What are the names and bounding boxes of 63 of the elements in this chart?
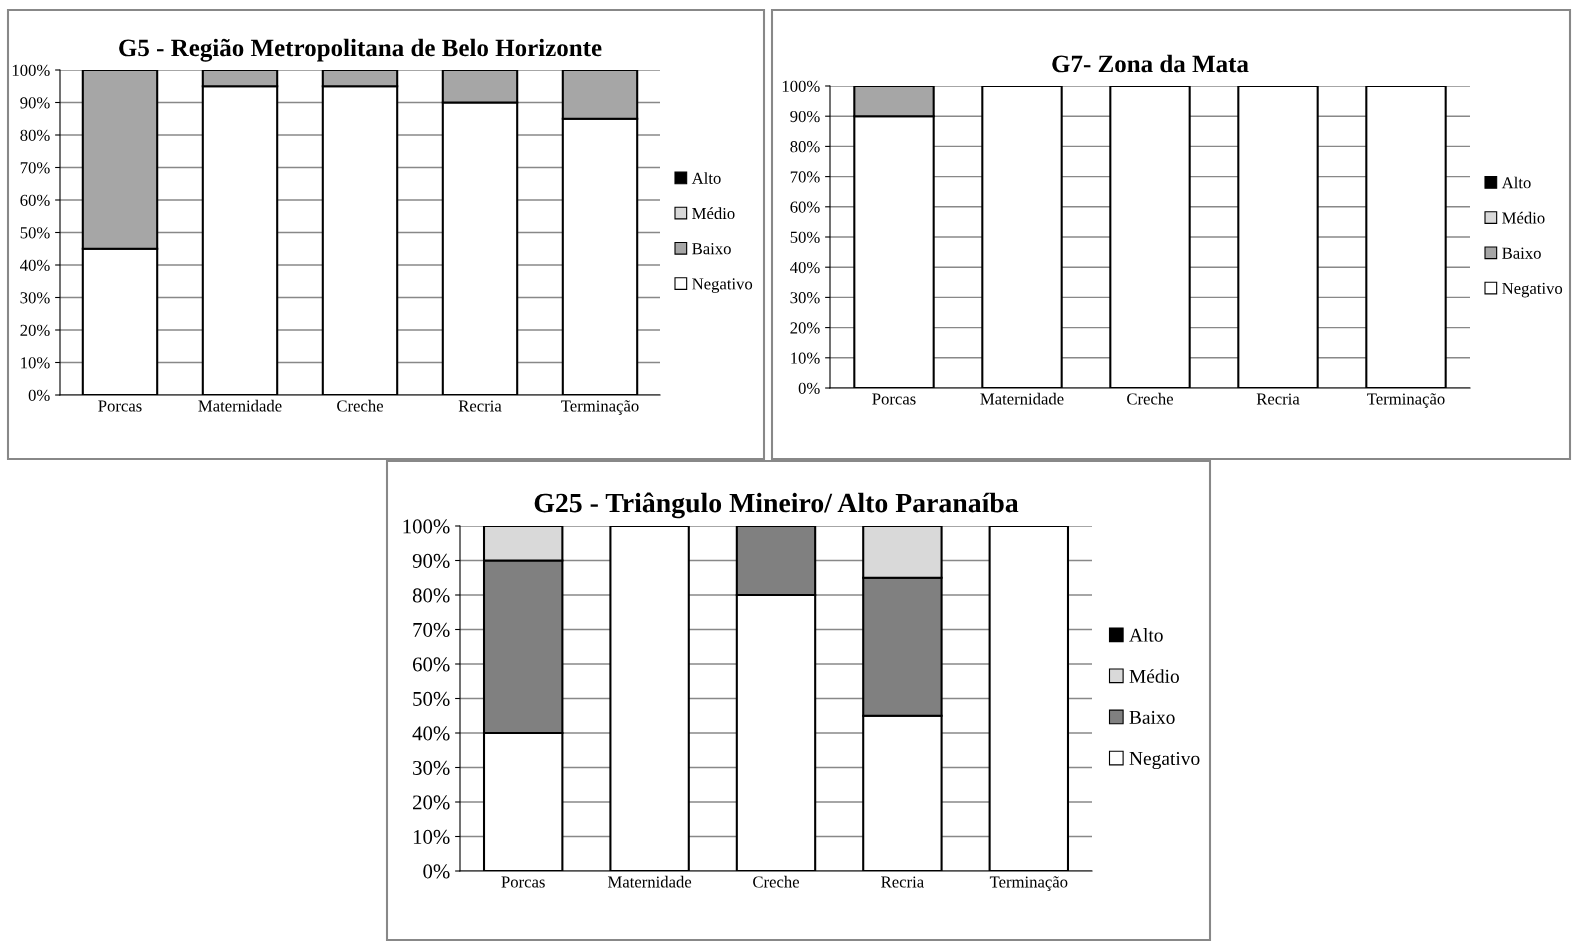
y-tick-label: 80%: [412, 588, 450, 603]
x-tick-label: Recria: [1256, 393, 1300, 405]
legend-label: Baixo: [692, 243, 731, 255]
legend-label: Médio: [692, 207, 735, 220]
legend-label: Médio: [1502, 211, 1545, 224]
y-tick-label: 0%: [423, 864, 450, 879]
y-tick-label: 70%: [20, 162, 50, 174]
y-tick-label: 0%: [798, 382, 820, 394]
y-tick-label: 80%: [790, 141, 820, 153]
x-tick-label: Maternidade: [607, 875, 692, 888]
y-tick-label: 30%: [790, 292, 820, 304]
y-tick-label: 80%: [20, 129, 50, 141]
y-tick-label: 0%: [28, 389, 50, 401]
y-tick-label: 90%: [790, 110, 820, 123]
legend-label: Negativo: [1129, 751, 1200, 770]
y-tick-label: 40%: [412, 726, 450, 741]
legend-label: Negativo: [692, 278, 753, 293]
y-tick-label: 10%: [413, 829, 450, 844]
y-tick-label: 70%: [413, 622, 450, 637]
x-tick-label: Creche: [1127, 392, 1174, 405]
y-tick-label: 100%: [403, 519, 450, 534]
y-tick-label: 60%: [20, 194, 50, 206]
chart-title: G25 - Triângulo Mineiro/ Alto Paranaíba: [534, 492, 1019, 519]
y-tick-label: 10%: [791, 352, 820, 364]
y-tick-label: 50%: [20, 227, 50, 239]
x-tick-label: Maternidade: [980, 392, 1064, 405]
y-tick-label: 60%: [790, 201, 820, 213]
x-tick-label: Porcas: [872, 393, 916, 405]
y-tick-label: 30%: [413, 760, 450, 775]
y-tick-label: 90%: [20, 97, 50, 109]
x-tick-label: Terminação: [1367, 393, 1445, 408]
chart-title: G7- Zona da Mata: [1052, 54, 1249, 73]
y-tick-label: 40%: [20, 259, 50, 271]
legend-label: Negativo: [1502, 282, 1563, 298]
legend-label: Baixo: [1129, 710, 1175, 724]
y-tick-label: 50%: [413, 691, 450, 706]
x-tick-label: Creche: [753, 875, 800, 888]
x-tick-label: Terminação: [561, 400, 639, 415]
y-tick-label: 90%: [412, 553, 450, 568]
chart-title: G5 - Região Metropolitana de Belo Horizonte: [119, 38, 602, 62]
y-tick-label: 10%: [21, 357, 50, 369]
legend-label: Baixo: [1502, 247, 1541, 259]
x-tick-label: Recria: [458, 400, 502, 412]
x-tick-label: Maternidade: [198, 399, 282, 412]
x-tick-label: Recria: [881, 876, 924, 888]
y-tick-label: 50%: [790, 231, 820, 243]
legend-label: Alto: [1501, 176, 1531, 189]
y-tick-label: 40%: [790, 261, 820, 274]
y-tick-label: 20%: [413, 795, 450, 810]
y-tick-label: 70%: [790, 171, 820, 183]
legend-label: Alto: [691, 172, 721, 184]
y-tick-label: 60%: [412, 657, 450, 672]
x-tick-label: Porcas: [501, 876, 545, 888]
y-tick-label: 20%: [790, 322, 820, 334]
y-tick-label: 30%: [20, 292, 50, 304]
x-tick-label: Terminação: [989, 876, 1068, 891]
y-tick-label: 20%: [20, 324, 50, 336]
x-tick-label: Porcas: [98, 400, 142, 412]
x-tick-label: Creche: [337, 399, 384, 412]
legend-label: Alto: [1129, 628, 1163, 642]
legend-label: Médio: [1129, 669, 1179, 683]
y-tick-label: 100%: [12, 64, 50, 76]
y-tick-label: 100%: [782, 80, 820, 92]
